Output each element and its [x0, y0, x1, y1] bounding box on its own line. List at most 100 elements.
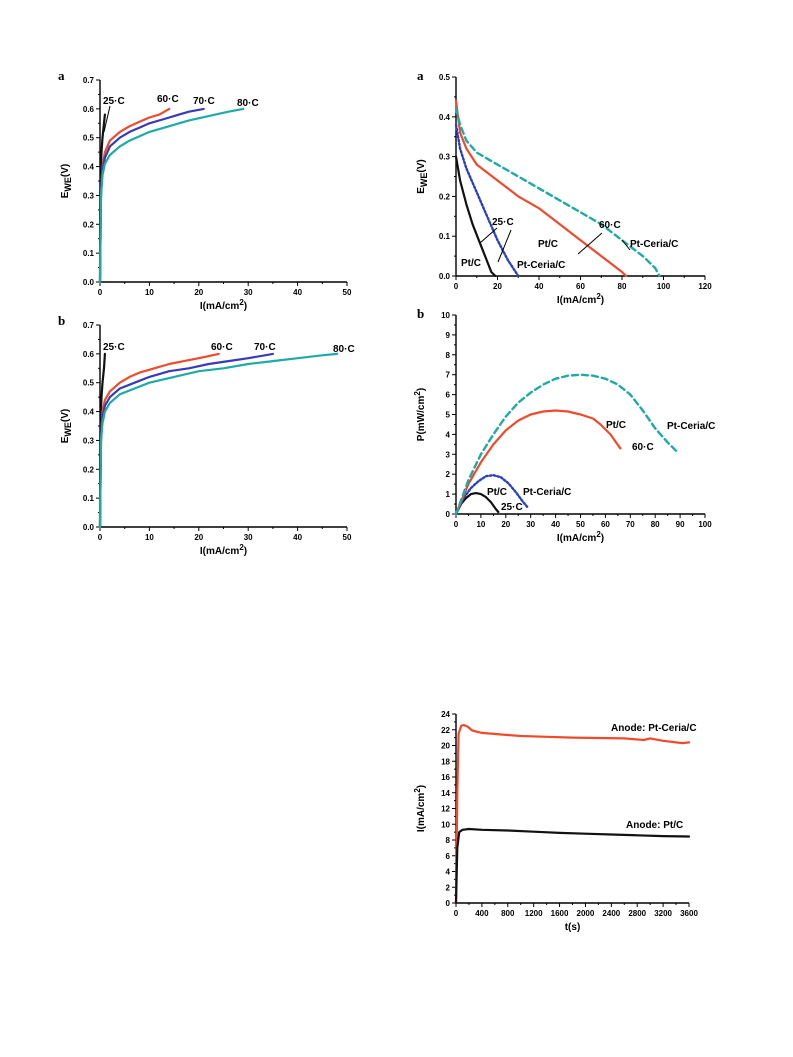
annotation-label: Pt-Ceria/C [667, 421, 715, 432]
y-tick-label: 4 [446, 430, 451, 439]
y-tick-label: 0 [446, 899, 451, 908]
y-tick-label: 1 [446, 490, 451, 499]
y-tick-label: 0.7 [83, 76, 95, 85]
annotation-label: 25·C [103, 342, 125, 353]
axis-label: EWE(V) [416, 159, 429, 194]
axis-label: I(mA/cm2) [413, 785, 427, 832]
axis-label: I(mA/cm2) [200, 543, 247, 557]
x-tick-label: 400 [475, 909, 489, 918]
x-tick-label: 2000 [577, 909, 595, 918]
chart-polarization-right-a: a 0 20 40 60 80 100 120 0.0 0.1 0.2 0.3 0.4 0.5 I(mA/c… [416, 68, 712, 306]
y-tick-label: 0.0 [439, 272, 451, 281]
panel-letter: b [417, 306, 424, 321]
annotation-label: 25·C [501, 502, 523, 513]
x-tick-label: 50 [343, 288, 352, 297]
annotation-label: Anode: Pt/C [626, 820, 683, 831]
x-tick-label: 0 [98, 288, 103, 297]
annotation-label: 60·C [211, 342, 233, 353]
y-tick-label: 6 [446, 391, 451, 400]
leader-line [479, 227, 498, 244]
x-tick-label: 20 [194, 533, 203, 542]
annotation-label: 60·C [157, 94, 179, 105]
series-line [98, 352, 339, 529]
x-tick-label: 50 [343, 533, 352, 542]
series-line [454, 723, 691, 905]
y-tick-label: 18 [441, 757, 450, 766]
x-tick-label: 100 [698, 520, 712, 529]
x-tick-label: 2800 [628, 909, 646, 918]
series-line [98, 352, 274, 529]
y-tick-label: 0.5 [83, 134, 95, 143]
series-line [98, 107, 245, 284]
x-tick-label: 120 [698, 282, 712, 291]
y-tick-label: 0.1 [83, 249, 95, 258]
y-tick-label: 14 [441, 789, 450, 798]
annotation-label: 60·C [632, 442, 654, 453]
x-tick-label: 3600 [680, 909, 698, 918]
x-tick-label: 70 [626, 520, 635, 529]
x-tick-label: 20 [501, 520, 510, 529]
y-tick-label: 0.1 [83, 494, 95, 503]
annotation-label: Pt-Ceria/C [517, 260, 565, 271]
y-tick-label: 0 [446, 510, 451, 519]
y-tick-label: 0.4 [83, 408, 95, 417]
x-tick-label: 1200 [525, 909, 543, 918]
axis-label: I(mA/cm2) [557, 530, 604, 544]
y-tick-label: 5 [446, 411, 451, 420]
x-tick-label: 60 [576, 282, 585, 291]
annotation-label: Pt/C [461, 258, 481, 269]
y-tick-label: 0.2 [439, 192, 451, 201]
y-tick-label: 2 [446, 470, 451, 479]
x-tick-label: 90 [676, 520, 685, 529]
y-tick-label: 24 [441, 710, 450, 719]
y-tick-label: 8 [446, 351, 451, 360]
y-tick-label: 4 [446, 868, 451, 877]
y-tick-label: 2 [446, 883, 451, 892]
series-line [454, 409, 622, 516]
x-tick-label: 10 [145, 288, 154, 297]
x-tick-label: 800 [501, 909, 515, 918]
series-line [454, 99, 628, 278]
y-tick-label: 0.3 [439, 153, 451, 162]
leader-line [497, 229, 512, 263]
y-tick-label: 8 [446, 836, 451, 845]
x-tick-label: 10 [476, 520, 485, 529]
y-tick-label: 6 [446, 852, 451, 861]
chart-power-b: b 0 10 20 30 40 50 60 70 80 90 100 0 1 2 3 4 5 6 7 8 9 10 I(mA/… [413, 306, 715, 544]
x-tick-label: 0 [98, 533, 103, 542]
x-tick-label: 1600 [551, 909, 569, 918]
y-tick-label: 7 [446, 371, 451, 380]
annotation-label: Pt/C [487, 487, 507, 498]
x-tick-label: 30 [244, 533, 253, 542]
y-tick-label: 0.6 [83, 105, 95, 114]
x-tick-label: 100 [657, 282, 671, 291]
y-tick-label: 0.2 [83, 220, 95, 229]
chart-polarization-a: a 0 10 20 30 40 50 0.0 0.1 0.2 0.3 0.4 0.5 0.6 0.7 I(mA… [58, 68, 352, 312]
series-line [454, 474, 530, 516]
series-line [98, 107, 171, 284]
x-tick-label: 10 [145, 533, 154, 542]
series-line [98, 352, 220, 529]
x-tick-label: 40 [293, 288, 302, 297]
annotation-label: Pt/C [538, 239, 558, 250]
annotation-label: Pt/C [606, 420, 626, 431]
x-tick-label: 50 [576, 520, 585, 529]
annotation-label: Pt-Ceria/C [523, 487, 571, 498]
y-tick-label: 3 [446, 450, 451, 459]
annotation-label: Pt-Ceria/C [630, 239, 678, 250]
y-tick-label: 0.3 [83, 436, 95, 445]
y-tick-label: 12 [441, 805, 450, 814]
y-tick-label: 0.2 [83, 465, 95, 474]
leader-line [621, 239, 631, 251]
y-tick-label: 16 [441, 773, 450, 782]
x-tick-label: 20 [493, 282, 502, 291]
y-tick-label: 0.4 [83, 163, 95, 172]
x-tick-label: 0 [454, 520, 459, 529]
x-tick-label: 2400 [602, 909, 620, 918]
chart-chronoamperometry: 0 400 800 1200 1600 2000 2400 2800 3200 360002468… [413, 710, 698, 933]
x-tick-label: 60 [601, 520, 610, 529]
series-line [454, 827, 691, 905]
x-tick-label: 20 [194, 288, 203, 297]
y-tick-label: 0.1 [439, 232, 451, 241]
axis-label: I(mA/cm2) [200, 298, 247, 312]
